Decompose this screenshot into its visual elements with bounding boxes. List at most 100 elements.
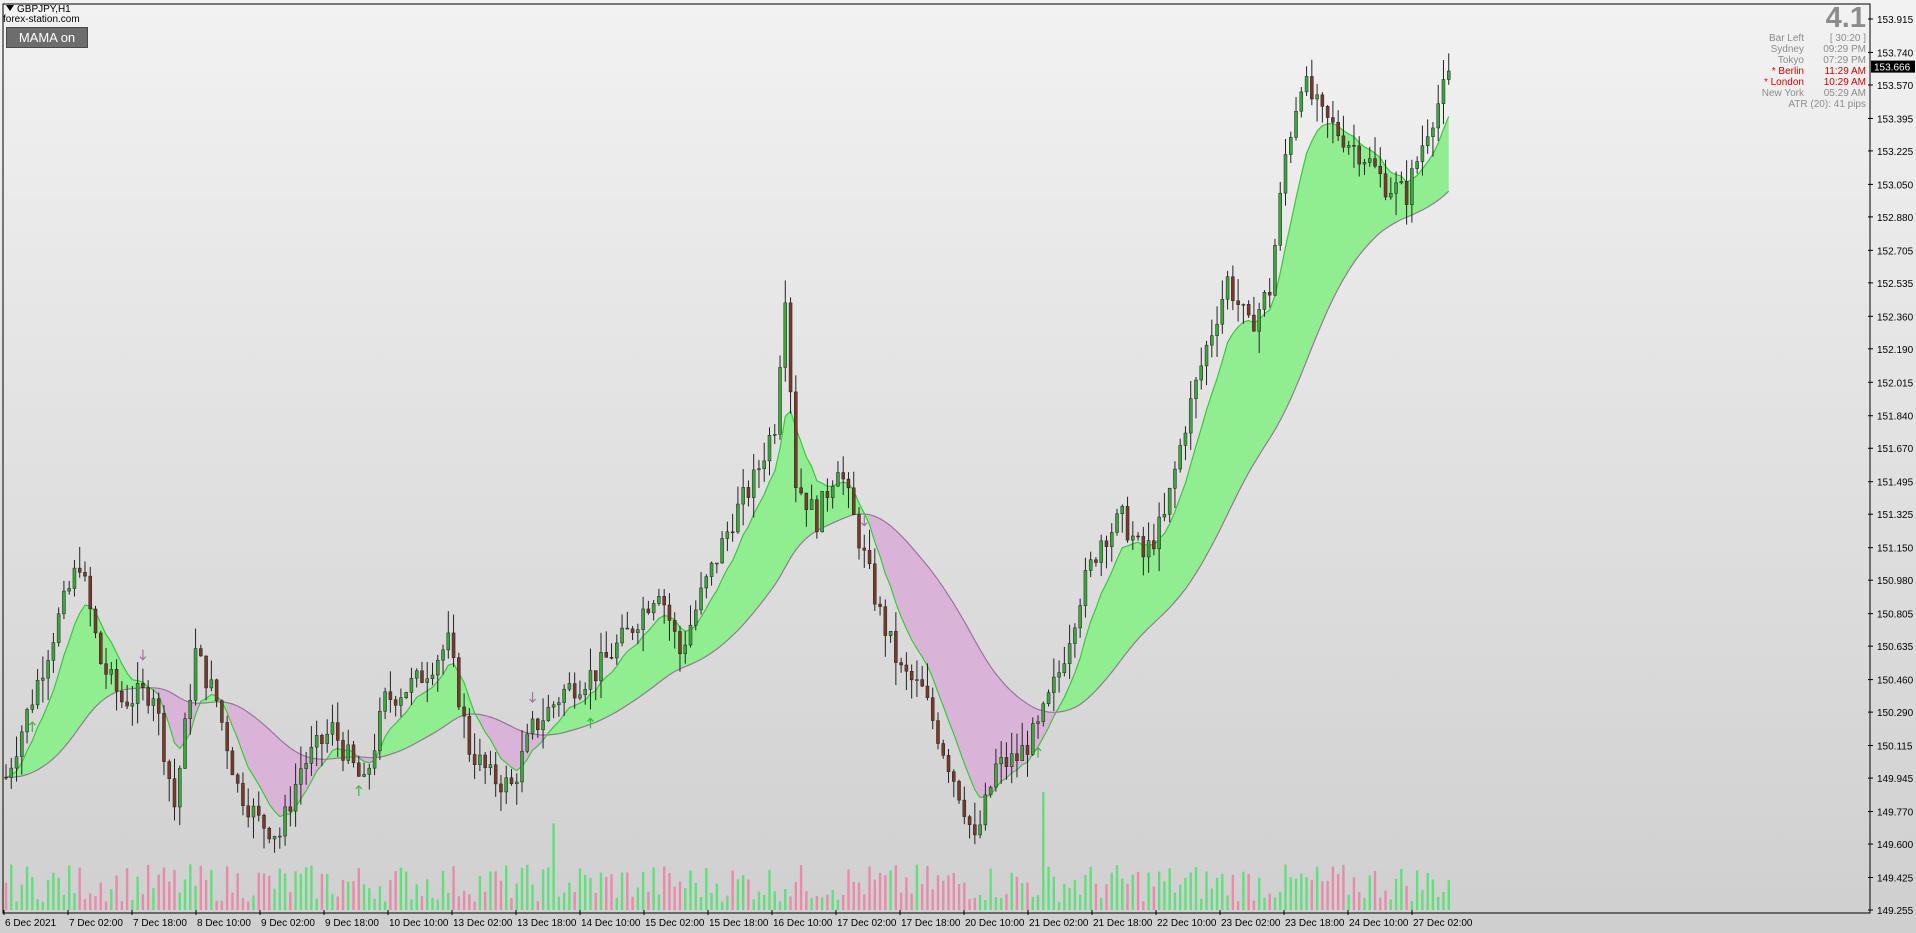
time-tick-label: 23 Dec 18:00 — [1285, 918, 1345, 929]
candle — [467, 708, 472, 762]
candle — [325, 719, 329, 753]
clock-city: Bar Left — [1768, 33, 1804, 44]
time-tick-label: 8 Dec 10:00 — [197, 918, 251, 929]
candle — [1120, 504, 1125, 533]
current-price-marker: 153.666 — [1871, 60, 1915, 74]
candle — [757, 459, 761, 489]
candle — [30, 689, 35, 714]
candle — [709, 561, 714, 586]
time-tick-label: 7 Dec 02:00 — [69, 918, 123, 929]
price-tick-label: 150.635 — [1877, 642, 1914, 653]
candle — [973, 802, 977, 845]
candle — [1183, 426, 1188, 461]
candle — [320, 733, 324, 766]
candle — [514, 773, 519, 805]
candle — [462, 693, 466, 739]
candle — [941, 739, 946, 759]
candle — [241, 772, 245, 816]
candle — [836, 461, 840, 487]
price-tick-label: 153.915 — [1877, 15, 1914, 26]
candle — [288, 786, 293, 827]
candle — [888, 630, 893, 643]
candle — [1194, 376, 1198, 419]
candle — [804, 492, 809, 527]
band-segment — [1059, 116, 1449, 712]
fama-line — [5, 190, 1450, 778]
candle — [851, 471, 856, 515]
time-tick-label: 23 Dec 02:00 — [1221, 918, 1281, 929]
candle — [636, 623, 640, 644]
symbol-label: GBPJPY,H1 — [6, 4, 71, 15]
candle — [1273, 238, 1277, 297]
clock-value: 07:29 PM — [1823, 55, 1866, 66]
time-tick-label: 21 Dec 02:00 — [1029, 918, 1089, 929]
clock-value: 05:29 AM — [1823, 88, 1866, 99]
candle — [41, 656, 45, 703]
candle — [1252, 296, 1256, 332]
candle — [925, 663, 930, 701]
candle — [1073, 623, 1077, 658]
candle — [694, 600, 698, 631]
candle — [978, 810, 982, 839]
candle — [999, 741, 1003, 784]
price-tick-label: 152.535 — [1877, 279, 1914, 290]
candle — [204, 655, 208, 701]
candle — [873, 548, 877, 611]
candle — [1236, 279, 1240, 322]
candle — [1346, 140, 1351, 155]
candle — [1294, 97, 1298, 141]
price-tick-label: 150.980 — [1877, 576, 1914, 587]
candle — [209, 660, 214, 692]
time-axis: 6 Dec 2021 7 Dec 02:00 7 Dec 18:00 8 Dec 10… — [3, 910, 1473, 929]
candle — [409, 667, 414, 706]
band-segment — [200, 694, 228, 713]
candle — [983, 782, 988, 831]
candle — [1383, 159, 1388, 201]
candle — [341, 731, 345, 772]
candle — [1267, 278, 1272, 308]
candle — [678, 625, 682, 672]
candle — [493, 751, 498, 797]
candle — [272, 835, 277, 853]
candle — [499, 774, 503, 811]
candle — [630, 626, 635, 641]
candle — [720, 531, 724, 564]
candle — [451, 614, 456, 668]
candle — [1157, 502, 1161, 572]
price-tick-label: 153.395 — [1877, 114, 1914, 125]
candle — [762, 442, 766, 482]
candle — [1152, 523, 1156, 556]
candle — [1441, 60, 1446, 125]
candle — [699, 572, 703, 615]
price-tick-label: 149.945 — [1877, 774, 1914, 785]
price-tick-label: 152.705 — [1877, 246, 1914, 257]
candle — [1362, 158, 1367, 176]
candle — [530, 711, 535, 740]
candle — [1373, 137, 1377, 169]
candle — [915, 660, 919, 698]
candle — [1415, 156, 1419, 174]
price-tick-label: 149.425 — [1877, 873, 1914, 884]
candle — [1031, 717, 1035, 756]
mama-toggle-button[interactable]: MAMA on — [6, 27, 88, 48]
candle — [683, 630, 687, 664]
candle — [1231, 265, 1235, 311]
candle — [457, 652, 461, 711]
candle — [72, 560, 77, 597]
arrow-up-icon — [28, 721, 36, 733]
price-tick-label: 149.600 — [1877, 840, 1914, 851]
candle — [199, 644, 203, 657]
candle — [1389, 177, 1393, 200]
candle — [862, 534, 867, 569]
candle — [825, 478, 830, 512]
time-tick-label: 13 Dec 02:00 — [453, 918, 513, 929]
candle — [1173, 461, 1177, 509]
candle — [9, 757, 14, 789]
clock-row: Tokyo 07:29 PM — [1714, 55, 1866, 66]
band-segment — [227, 702, 328, 817]
price-tick-label: 152.360 — [1877, 312, 1914, 323]
candle — [1015, 733, 1019, 778]
